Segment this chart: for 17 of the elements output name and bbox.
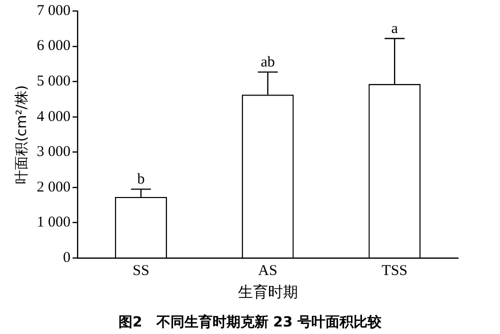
y-axis-title: 叶面积(cm²/株) [14, 85, 30, 184]
y-tick-label: 2 000 [36, 179, 71, 196]
x-tick-label: SS [132, 262, 150, 279]
y-tick-label: 1 000 [36, 214, 71, 231]
x-tick-label: TSS [382, 262, 408, 279]
annotation: a [391, 20, 398, 37]
annotation: ab [260, 54, 275, 70]
y-tick-label: 5 000 [36, 74, 71, 90]
annotation: b [137, 172, 145, 188]
x-axis-title: 生育时期 [238, 282, 298, 301]
y-tick-label: 6 000 [36, 38, 71, 54]
y-tick-label: 0 [63, 250, 71, 266]
y-tick-label: 4 000 [36, 108, 71, 125]
y-tick-label: 3 000 [36, 144, 71, 160]
x-tick-label: AS [258, 262, 278, 279]
y-tick-label: 7 000 [36, 2, 71, 19]
caption: 图2 不同生育时期克新 23 号叶面积比较 [118, 314, 382, 331]
